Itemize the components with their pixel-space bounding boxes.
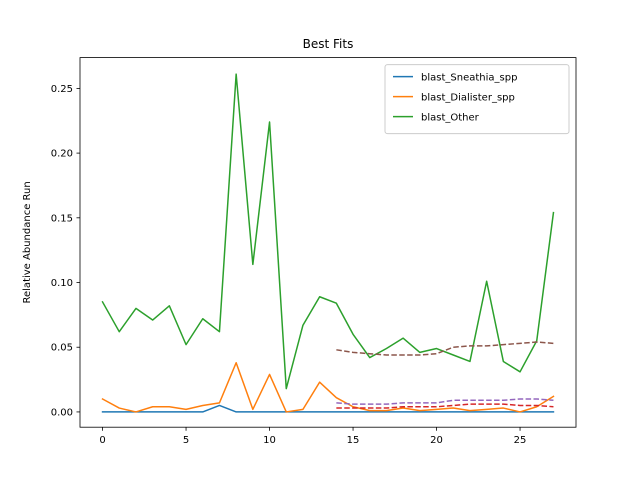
legend: blast_Sneathia_spp blast_Dialister_sppbla… <box>384 64 570 135</box>
x-tick-label: 5 <box>183 435 189 446</box>
legend-label: blast_Dialister_spp <box>421 93 515 104</box>
series-line-fit-3 <box>336 341 554 356</box>
legend-label: blast_Other <box>421 113 480 124</box>
legend-box <box>384 64 570 135</box>
series-line-fit-5 <box>336 403 554 409</box>
y-axis-title: Relative Abundance Run <box>22 181 33 303</box>
y-tick-label: 0.15 <box>51 213 73 224</box>
series-line-blast-sneathia-spp <box>101 404 555 413</box>
x-tick-label: 10 <box>263 435 276 446</box>
chart-title: Best Fits <box>303 37 354 51</box>
plot-area <box>101 73 555 413</box>
y-tick-label: 0.10 <box>51 278 73 289</box>
axes: 0 5 10 15 20 25 0.00 0.05 0.10 0.15 0.20 0.25 <box>51 84 527 446</box>
y-tick-label: 0.20 <box>51 149 73 160</box>
plot-frame <box>79 57 577 428</box>
x-tick-label: 25 <box>514 435 527 446</box>
y-tick-label: 0.25 <box>51 84 73 95</box>
x-tick-label: 20 <box>430 435 443 446</box>
x-tick-label: 15 <box>347 435 360 446</box>
y-tick-label: 0.05 <box>51 343 73 354</box>
series-line-blast-dialister-spp <box>101 362 555 413</box>
legend-label: blast_Sneathia_spp <box>421 73 517 84</box>
y-tick-label: 0.00 <box>51 407 73 418</box>
series-line-blast-other <box>101 73 555 390</box>
series-line-fit-4 <box>336 398 554 405</box>
x-tick-label: 0 <box>99 435 105 446</box>
